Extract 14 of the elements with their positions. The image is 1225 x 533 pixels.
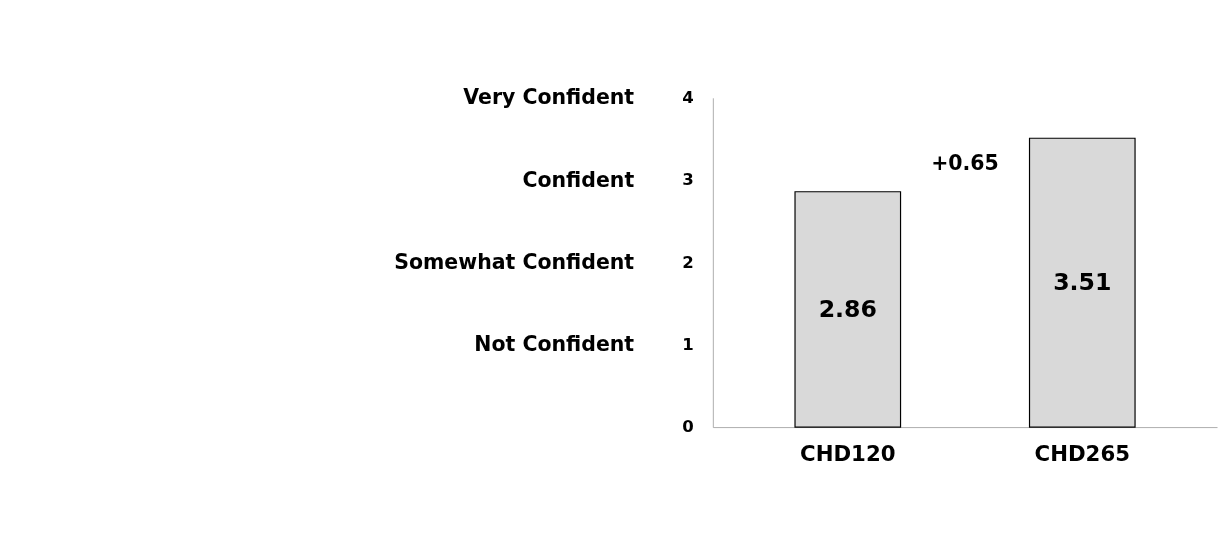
x-tick-label: CHD265 (1034, 441, 1131, 467)
text: Not Confident (474, 332, 635, 357)
data-label: 3.51 (1053, 267, 1112, 296)
y-tick-label: 1 (682, 334, 694, 354)
annotation: +0.65 (931, 151, 999, 176)
y-tick-label: 2 (682, 252, 694, 272)
text: Very Confident (463, 85, 635, 110)
data-label: 2.86 (818, 294, 877, 323)
x-tick-label: CHD120 (800, 441, 896, 467)
y-tick-label: 3 (682, 170, 694, 190)
text: Confident (522, 167, 635, 192)
text: Somewhat Confident (394, 249, 635, 274)
y-tick-label: 0 (682, 417, 694, 437)
y-tick-label: 4 (682, 88, 694, 107)
